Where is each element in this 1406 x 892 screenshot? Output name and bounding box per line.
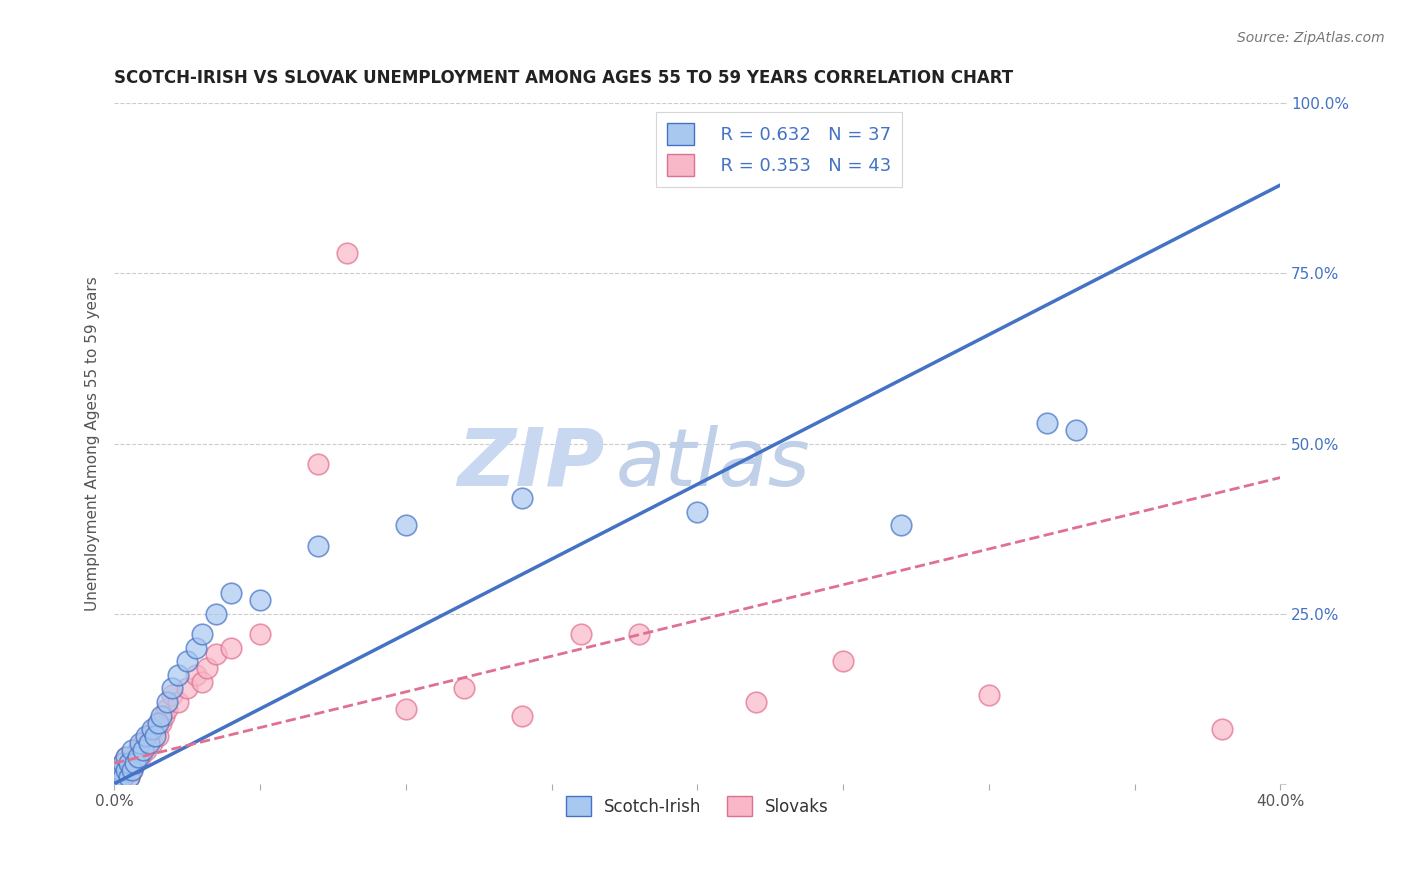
Point (156, 702, 179, 716)
Point (138, 736, 160, 750)
Point (115, 749, 138, 764)
Point (167, 695, 190, 709)
Point (205, 648, 228, 662)
Point (890, 518, 912, 533)
Point (111, 756, 134, 771)
Point (143, 729, 166, 743)
Point (219, 586, 242, 600)
Point (307, 457, 329, 471)
Point (132, 742, 155, 756)
Point (115, 749, 138, 764)
Text: ZIP: ZIP (457, 425, 605, 503)
Point (118, 770, 141, 784)
Point (152, 708, 174, 723)
Point (395, 702, 418, 716)
Point (121, 763, 143, 777)
Legend: Scotch-Irish, Slovaks: Scotch-Irish, Slovaks (560, 789, 835, 823)
Point (138, 729, 160, 743)
Point (108, 770, 131, 784)
Point (336, 246, 359, 260)
Point (744, 695, 766, 709)
Point (121, 749, 143, 764)
Point (127, 749, 149, 764)
Point (132, 736, 155, 750)
Point (156, 695, 179, 709)
Point (111, 770, 134, 784)
Point (149, 708, 172, 723)
Point (105, 773, 128, 788)
Point (141, 736, 163, 750)
Point (569, 627, 592, 641)
Point (108, 763, 131, 777)
Point (219, 640, 242, 655)
Point (249, 627, 271, 641)
Point (512, 708, 534, 723)
Point (249, 593, 271, 607)
Point (146, 715, 169, 730)
Point (108, 770, 131, 784)
Point (118, 756, 141, 771)
Point (184, 640, 207, 655)
Point (135, 729, 157, 743)
Point (118, 770, 141, 784)
Point (453, 681, 475, 696)
Point (118, 756, 141, 771)
Point (307, 539, 329, 553)
Point (115, 763, 138, 777)
Point (190, 674, 212, 689)
Y-axis label: Unemployment Among Ages 55 to 59 years: Unemployment Among Ages 55 to 59 years (86, 277, 100, 611)
Point (205, 607, 228, 621)
Point (108, 763, 131, 777)
Point (1066, 423, 1088, 437)
Point (124, 756, 146, 771)
Point (686, 505, 709, 519)
Point (1211, 723, 1233, 737)
Point (105, 773, 128, 788)
Point (832, 654, 855, 668)
Point (121, 742, 143, 756)
Point (190, 627, 212, 641)
Point (129, 736, 152, 750)
Point (167, 668, 190, 682)
Point (124, 756, 146, 771)
Point (184, 668, 207, 682)
Point (512, 491, 534, 505)
Point (127, 742, 149, 756)
Point (121, 763, 143, 777)
Point (627, 627, 650, 641)
Point (129, 749, 152, 764)
Point (176, 681, 198, 696)
Point (111, 770, 134, 784)
Point (197, 661, 219, 675)
Point (115, 763, 138, 777)
Point (162, 688, 184, 702)
Point (141, 723, 163, 737)
Point (162, 681, 184, 696)
Text: Source: ZipAtlas.com: Source: ZipAtlas.com (1237, 31, 1385, 45)
Text: SCOTCH-IRISH VS SLOVAK UNEMPLOYMENT AMONG AGES 55 TO 59 YEARS CORRELATION CHART: SCOTCH-IRISH VS SLOVAK UNEMPLOYMENT AMON… (114, 69, 1014, 87)
Point (146, 729, 169, 743)
Point (395, 518, 418, 533)
Point (111, 756, 134, 771)
Text: atlas: atlas (616, 425, 810, 503)
Point (1036, 416, 1059, 430)
Point (135, 742, 157, 756)
Point (176, 654, 198, 668)
Point (149, 715, 172, 730)
Point (977, 688, 1000, 702)
Point (143, 723, 166, 737)
